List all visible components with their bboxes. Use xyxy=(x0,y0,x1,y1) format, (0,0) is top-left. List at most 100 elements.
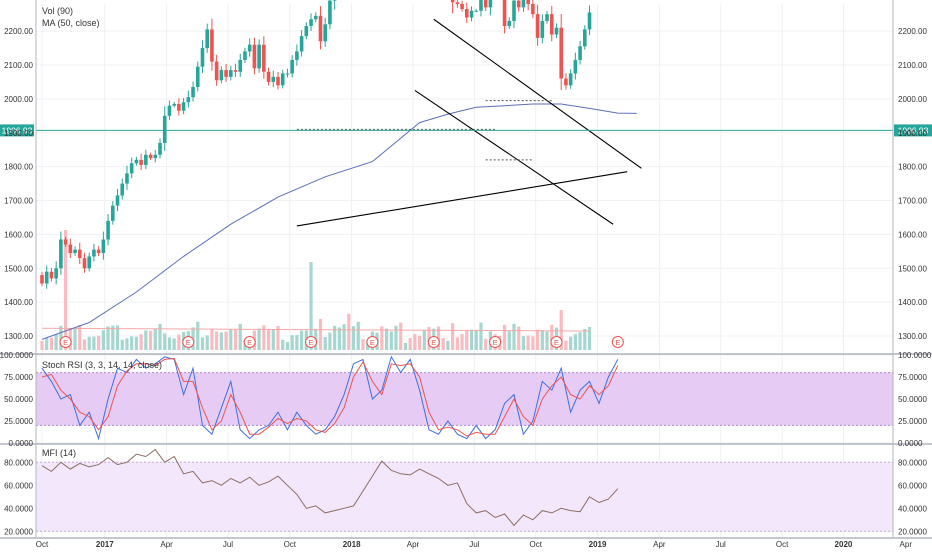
indicator-bands xyxy=(36,372,893,532)
volume-bar-73 xyxy=(384,328,389,350)
candle-body-93 xyxy=(479,0,483,11)
candle-body-95 xyxy=(488,0,493,8)
volume-bar-65 xyxy=(347,313,351,350)
candle-body-112 xyxy=(568,73,573,86)
candle-body-101 xyxy=(516,0,521,8)
earnings-label-1: E xyxy=(186,338,191,347)
volume-bar-8 xyxy=(78,325,82,350)
volume-bar-80 xyxy=(418,335,422,350)
candle-body-19 xyxy=(129,163,134,174)
mfi-tick-right-2: 40.0000 xyxy=(898,504,927,513)
candle-body-99 xyxy=(507,20,512,27)
volume-ma-line xyxy=(41,327,590,332)
volume-bar-13 xyxy=(101,330,105,350)
x-tick-8: Oct xyxy=(529,540,542,549)
candle-body-107 xyxy=(545,14,549,21)
candle-body-18 xyxy=(125,173,129,184)
volume-bar-114 xyxy=(578,332,582,350)
price-tick-right-5: 1700.00 xyxy=(898,197,927,206)
earnings-marker-4[interactable] xyxy=(366,336,379,348)
earnings-marker-3[interactable] xyxy=(305,336,318,348)
candle-body-2 xyxy=(49,271,54,279)
volume-bar-53 xyxy=(290,335,294,350)
earnings-marker-1[interactable] xyxy=(182,336,195,348)
earnings-marker-0[interactable] xyxy=(59,336,72,348)
volume-bar-105 xyxy=(536,329,540,350)
stoch-tick-right-1: 75.0000 xyxy=(898,373,927,382)
candle-body-20 xyxy=(134,159,139,164)
price-tick-right-1: 2100.00 xyxy=(898,61,927,70)
price-tick-right-0: 2200.00 xyxy=(898,27,927,36)
candle-body-23 xyxy=(148,154,153,159)
candle-body-115 xyxy=(583,29,587,47)
candle-body-57 xyxy=(309,19,313,27)
earnings-marker-7[interactable] xyxy=(550,336,563,348)
volume-bar-23 xyxy=(148,330,153,350)
candle-body-111 xyxy=(564,78,568,86)
candle-body-106 xyxy=(540,20,545,38)
volume-bar-115 xyxy=(583,329,587,350)
volume-bar-37 xyxy=(215,331,219,350)
x-tick-14: Apr xyxy=(900,540,913,549)
candle-body-7 xyxy=(73,249,77,254)
volume-bar-94 xyxy=(484,338,488,350)
candle-body-17 xyxy=(120,183,125,196)
candle-body-14 xyxy=(106,220,110,240)
candle-body-113 xyxy=(573,59,578,74)
last-price-tag-left xyxy=(0,124,34,137)
candle-body-94 xyxy=(483,0,488,8)
mfi-tick-right-1: 60.0000 xyxy=(898,481,927,490)
x-tick-2: Apr xyxy=(160,540,173,549)
stoch-rsi-band xyxy=(36,372,893,426)
x-tick-7: Jul xyxy=(469,540,479,549)
price-tick-left-7: 1500.00 xyxy=(4,264,33,273)
volume-bar-10 xyxy=(87,336,91,350)
legend-volume: Vol (90) xyxy=(42,6,73,16)
stoch-tick-right-3: 25.0000 xyxy=(898,417,927,426)
volume-bar-42 xyxy=(238,323,242,350)
candle-body-28 xyxy=(172,103,176,106)
volume-bar-116 xyxy=(587,327,592,350)
volume-bar-22 xyxy=(144,330,148,350)
earnings-marker-2[interactable] xyxy=(243,336,256,348)
candle-body-21 xyxy=(139,159,143,165)
stoch-tick-right-2: 50.0000 xyxy=(898,395,927,404)
earnings-label-4: E xyxy=(370,338,375,347)
volume-bar-107 xyxy=(545,331,549,350)
candle-body-45 xyxy=(252,44,257,69)
candle-body-116 xyxy=(587,12,592,30)
price-tick-left-1: 2100.00 xyxy=(4,61,33,70)
volume-bar-100 xyxy=(512,323,516,350)
volume-bar-79 xyxy=(413,334,417,350)
candle-body-1 xyxy=(44,271,49,284)
volume-bar-35 xyxy=(205,335,209,350)
volume-bar-28 xyxy=(172,338,176,350)
candle-body-53 xyxy=(290,59,294,74)
volume-bar-68 xyxy=(361,339,365,350)
volume-bar-36 xyxy=(210,328,214,350)
volume-bar-41 xyxy=(233,329,238,350)
candle-body-61 xyxy=(328,0,332,25)
candle-body-25 xyxy=(158,142,162,155)
x-tick-11: Jul xyxy=(716,540,726,549)
volume-bar-1 xyxy=(45,337,49,350)
earnings-marker-8[interactable] xyxy=(611,336,624,348)
x-tick-4: Oct xyxy=(284,540,297,549)
volume-bar-75 xyxy=(394,325,398,350)
trendline-2 xyxy=(296,171,628,227)
x-tick-13: 2020 xyxy=(835,540,853,549)
volume-bar-103 xyxy=(526,335,530,350)
mfi-tick-left-1: 60.0000 xyxy=(4,481,33,490)
volume-bar-63 xyxy=(337,327,341,350)
volume-bar-7 xyxy=(73,328,77,350)
volume-bar-57 xyxy=(309,262,313,350)
candle-body-104 xyxy=(531,4,535,15)
earnings-marker-6[interactable] xyxy=(489,336,502,348)
x-tick-9: 2019 xyxy=(589,540,607,549)
candle-body-36 xyxy=(210,29,214,62)
price-tick-left-0: 2200.00 xyxy=(4,27,33,36)
earnings-marker-5[interactable] xyxy=(427,336,440,348)
candle-body-89 xyxy=(460,4,464,10)
